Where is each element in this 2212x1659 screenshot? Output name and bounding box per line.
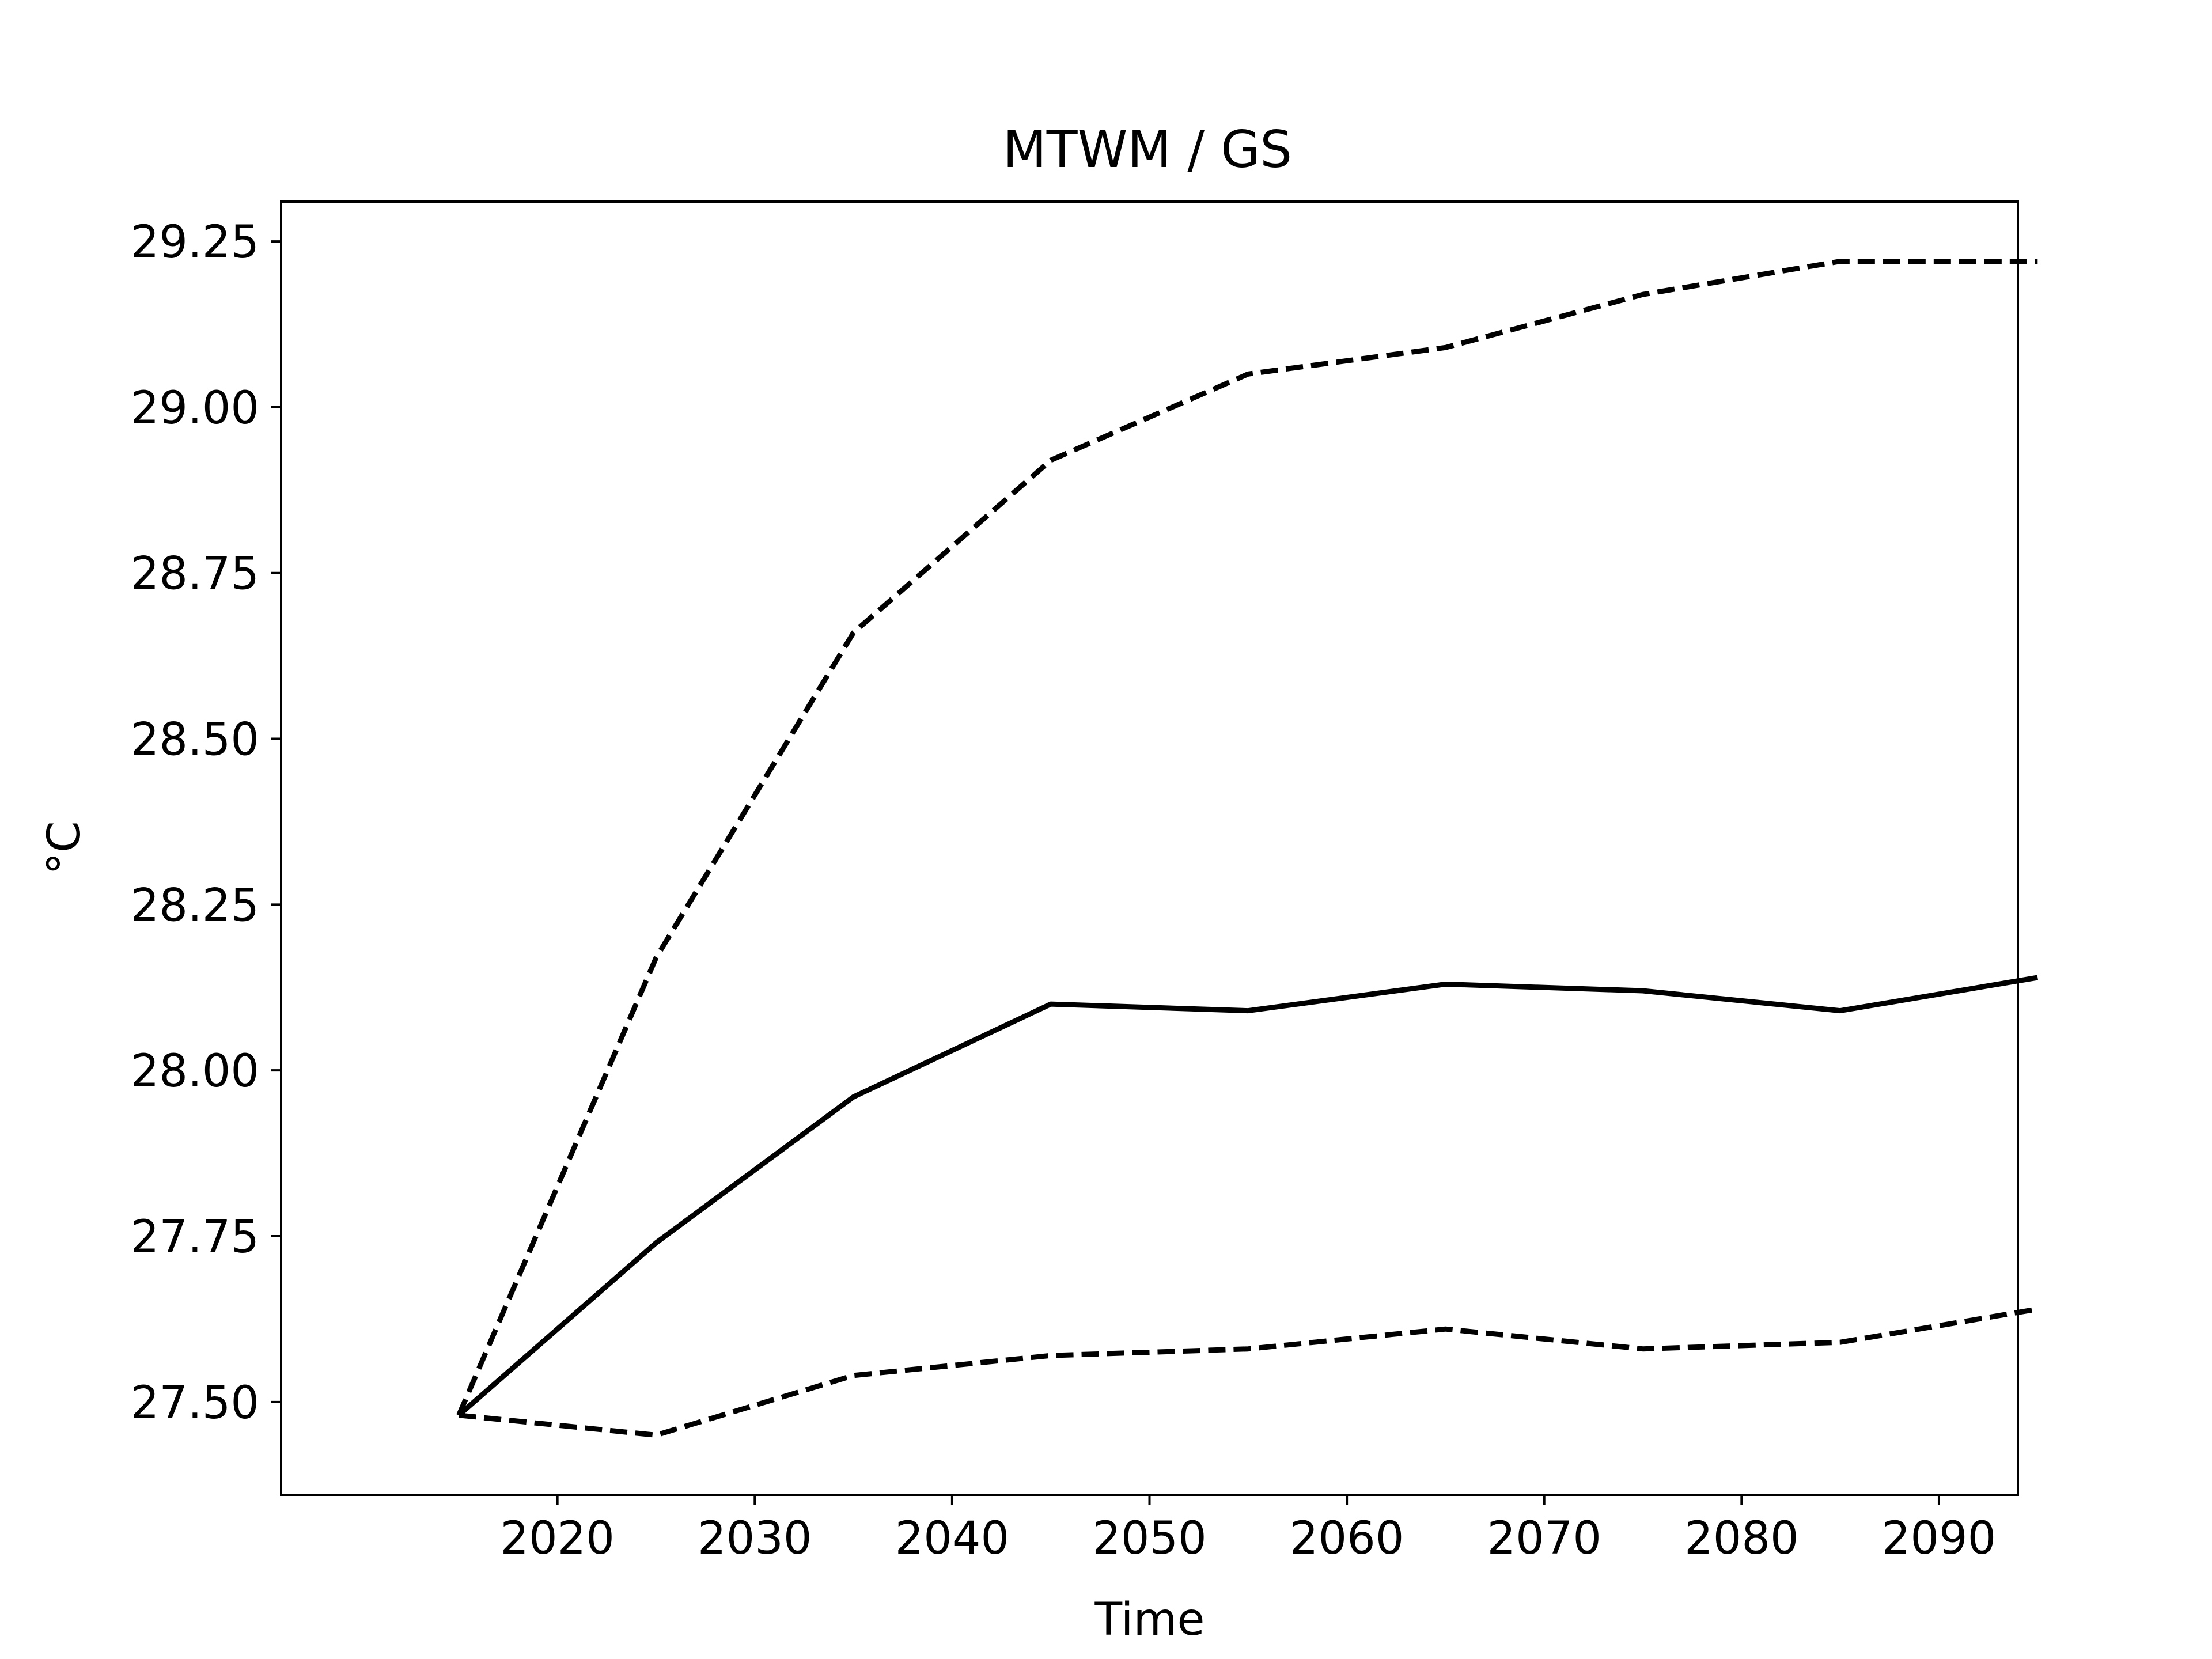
- plot-frame: [280, 200, 2019, 1496]
- series-layer: [456, 259, 2039, 1438]
- x-tick-label: 2080: [1684, 1513, 1799, 1565]
- y-tick-label: 28.50: [131, 714, 259, 766]
- x-tick-label: 2040: [895, 1513, 1010, 1565]
- y-tick-label: 28.75: [131, 548, 259, 600]
- x-tick-label: 2050: [1092, 1513, 1207, 1565]
- y-axis: 27.50 27.75 28.00 28.25 28.50 28.75 29.00 29.25: [131, 217, 281, 1429]
- series-line-2: [457, 975, 2039, 1418]
- x-tick-label: 2070: [1487, 1513, 1601, 1565]
- y-axis-label: °C: [39, 821, 90, 874]
- x-tick-label: 2020: [500, 1513, 615, 1565]
- x-axis: 2020 2030 2040 2050 2060 2070 2080 2090: [500, 1495, 1996, 1565]
- y-tick-label: 28.25: [131, 880, 259, 931]
- y-tick-label: 29.25: [131, 217, 259, 268]
- x-tick-label: 2030: [698, 1513, 812, 1565]
- y-tick-label: 27.50: [131, 1377, 259, 1429]
- x-axis-label: Time: [1094, 1594, 1205, 1646]
- series-line-1: [456, 259, 2038, 1416]
- y-tick-label: 28.00: [131, 1046, 259, 1097]
- chart-title: MTWM / GS: [1003, 120, 1292, 179]
- x-tick-label: 2060: [1290, 1513, 1404, 1565]
- series-line-3: [458, 1306, 2039, 1438]
- x-tick-label: 2090: [1882, 1513, 1997, 1565]
- y-tick-label: 27.75: [131, 1211, 259, 1263]
- y-tick-label: 29.00: [131, 382, 259, 434]
